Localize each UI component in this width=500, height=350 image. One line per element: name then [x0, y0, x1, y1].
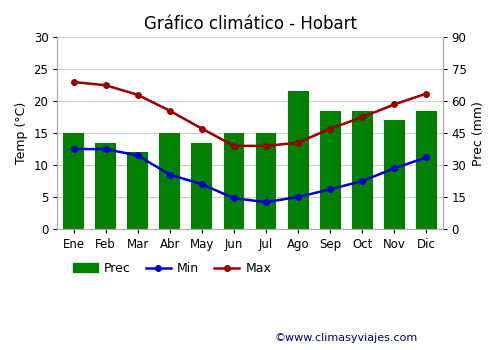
- Bar: [160, 133, 180, 229]
- Y-axis label: Prec (mm): Prec (mm): [472, 101, 485, 166]
- Title: Gráfico climático - Hobart: Gráfico climático - Hobart: [144, 15, 356, 33]
- Bar: [384, 120, 405, 229]
- Bar: [95, 143, 116, 229]
- Legend: Prec, Min, Max: Prec, Min, Max: [68, 257, 276, 280]
- Bar: [224, 133, 244, 229]
- Bar: [192, 143, 212, 229]
- Bar: [288, 91, 308, 229]
- Y-axis label: Temp (°C): Temp (°C): [15, 102, 28, 164]
- Bar: [320, 111, 340, 229]
- Bar: [352, 111, 372, 229]
- Bar: [63, 133, 84, 229]
- Bar: [416, 111, 437, 229]
- Text: ©www.climasyviajes.com: ©www.climasyviajes.com: [275, 333, 418, 343]
- Bar: [256, 133, 276, 229]
- Bar: [128, 152, 148, 229]
